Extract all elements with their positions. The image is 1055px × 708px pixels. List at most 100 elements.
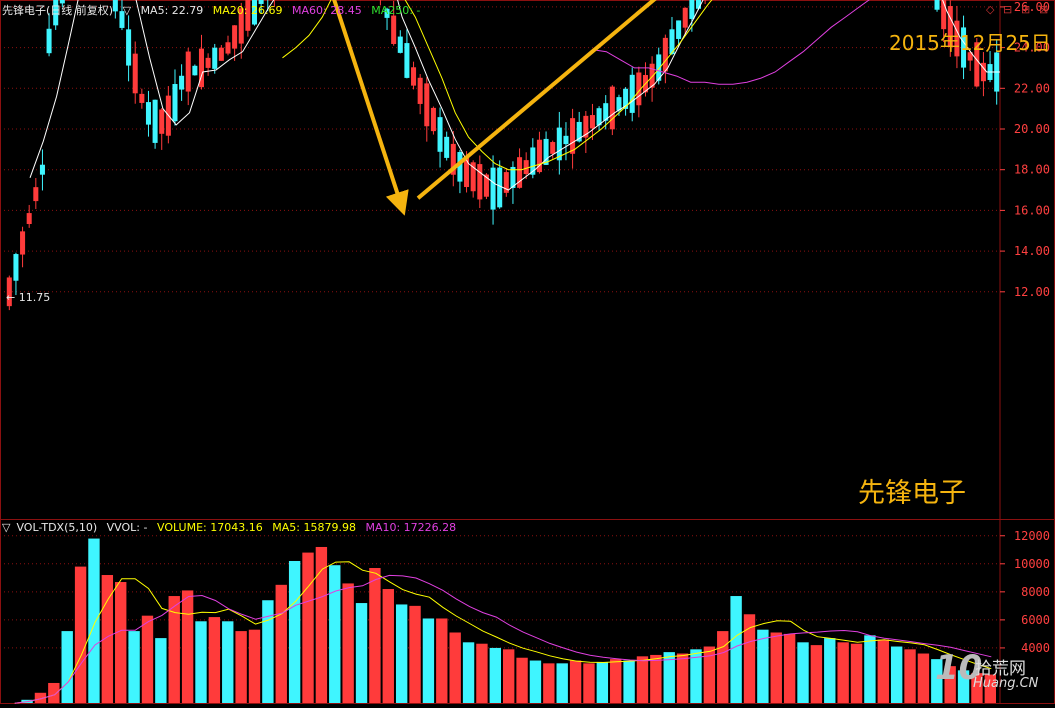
candle-body bbox=[524, 160, 529, 174]
volume-bar bbox=[771, 632, 782, 703]
price-header: 先锋电子(日线 前复权) ▽ MA5: 22.79 MA20: 26.69 MA… bbox=[2, 2, 426, 18]
volume-bar bbox=[851, 644, 862, 703]
candle-body bbox=[689, 0, 694, 19]
candle-body bbox=[192, 66, 197, 76]
candle-body bbox=[570, 118, 575, 154]
candle-body bbox=[404, 43, 409, 78]
triangle-icon[interactable]: ▽ bbox=[123, 4, 131, 17]
price-tick-label: 18.00 bbox=[1014, 163, 1050, 177]
volume-readout: VOLUME: 17043.16 bbox=[157, 521, 263, 534]
volume-bar bbox=[597, 662, 608, 703]
volume-bars bbox=[21, 539, 996, 703]
candle-body bbox=[411, 67, 416, 85]
price-tick-label: 14.00 bbox=[1014, 244, 1050, 258]
volume-bar bbox=[369, 568, 380, 703]
candle-body bbox=[590, 115, 595, 128]
candle-body bbox=[225, 42, 230, 53]
watermark-domain: Huang.CN bbox=[973, 676, 1038, 691]
volume-bar bbox=[583, 663, 594, 703]
volume-bar bbox=[891, 647, 902, 703]
low-price-label: ← 11.75 bbox=[6, 291, 50, 304]
candle-body bbox=[424, 83, 429, 126]
candle-body bbox=[20, 231, 25, 254]
stock-title: 先锋电子(日线 前复权) bbox=[2, 4, 113, 17]
candle-body bbox=[530, 147, 535, 174]
candle-body bbox=[663, 38, 668, 72]
price-tick-label: 12.00 bbox=[1014, 285, 1050, 299]
candle-body bbox=[676, 20, 681, 39]
volume-tick-label: 4000 bbox=[1021, 641, 1050, 655]
ma5-readout: MA5: 22.79 bbox=[141, 4, 204, 17]
volume-bar bbox=[436, 618, 447, 703]
volume-tick-label: 12000 bbox=[1014, 529, 1050, 543]
candle-body bbox=[550, 142, 555, 154]
volume-bar bbox=[757, 630, 768, 703]
candle-body bbox=[398, 37, 403, 53]
candle-body bbox=[630, 75, 635, 113]
volume-bar bbox=[530, 661, 541, 703]
volume-bar bbox=[88, 539, 99, 703]
vvol-readout: VVOL: - bbox=[107, 521, 148, 534]
volume-tick-label: 8000 bbox=[1021, 585, 1050, 599]
volume-bar bbox=[516, 658, 527, 703]
volume-bar bbox=[276, 585, 287, 703]
diamond-icon[interactable]: ◇ bbox=[986, 3, 994, 16]
volume-bar bbox=[62, 631, 73, 703]
volume-bar bbox=[904, 649, 915, 703]
volume-bar bbox=[476, 644, 487, 703]
candle-body bbox=[219, 48, 224, 61]
candle-body bbox=[563, 136, 568, 144]
volume-bar bbox=[249, 630, 260, 703]
volume-bar bbox=[610, 659, 621, 703]
volume-bar bbox=[784, 634, 795, 703]
price-tick-label: 16.00 bbox=[1014, 203, 1050, 217]
candle-body bbox=[146, 102, 151, 125]
triangle-icon[interactable]: ▽ bbox=[2, 521, 10, 534]
volume-bar bbox=[463, 642, 474, 703]
maximize-icon[interactable]: ⊞ bbox=[1021, 3, 1030, 16]
candle-body bbox=[47, 29, 52, 53]
watermark: 10 拾荒网 Huang.CN bbox=[935, 648, 982, 688]
volume-bar bbox=[503, 649, 514, 703]
candle-body bbox=[232, 25, 237, 48]
volume-bar bbox=[449, 632, 460, 703]
candle-body bbox=[418, 78, 423, 104]
volume-bar bbox=[342, 583, 353, 703]
volume-bar bbox=[222, 621, 233, 703]
volume-bar bbox=[396, 604, 407, 703]
ma250-readout: MA250: - bbox=[371, 4, 420, 17]
price-tick-label: 22.00 bbox=[1014, 81, 1050, 95]
candle-body bbox=[13, 254, 18, 281]
ma20-readout: MA20: 26.69 bbox=[213, 4, 283, 17]
volume-bar bbox=[209, 617, 220, 703]
volume-bar bbox=[557, 663, 568, 703]
candle-body bbox=[212, 48, 217, 69]
minimize-icon[interactable]: ⊟ bbox=[1003, 3, 1012, 16]
volume-bar bbox=[383, 589, 394, 703]
vol-ma10-readout: MA10: 17226.28 bbox=[365, 521, 456, 534]
volume-bar bbox=[195, 621, 206, 703]
uptrend-arrow bbox=[418, 0, 868, 198]
candle-body bbox=[431, 108, 436, 131]
candle-body bbox=[206, 58, 211, 68]
candle-body bbox=[941, 0, 946, 29]
ma60-readout: MA60: 28.45 bbox=[292, 4, 362, 17]
candle-body bbox=[444, 137, 449, 158]
volume-bar bbox=[423, 618, 434, 703]
vol-indicator-title: VOL-TDX(5,10) bbox=[16, 521, 97, 534]
volume-bar bbox=[797, 642, 808, 703]
candle-body bbox=[477, 164, 482, 199]
candle-body bbox=[391, 16, 396, 44]
volume-bar bbox=[824, 638, 835, 703]
candle-body bbox=[153, 100, 158, 143]
volume-bar bbox=[864, 635, 875, 703]
vol-ma5-readout: MA5: 15879.98 bbox=[272, 521, 356, 534]
candle-body bbox=[935, 0, 940, 10]
volume-bar bbox=[918, 654, 929, 703]
volume-bar bbox=[142, 616, 153, 703]
candle-body bbox=[179, 76, 184, 90]
close-icon[interactable]: ⊠ bbox=[1039, 3, 1048, 16]
candle-body bbox=[610, 87, 615, 130]
